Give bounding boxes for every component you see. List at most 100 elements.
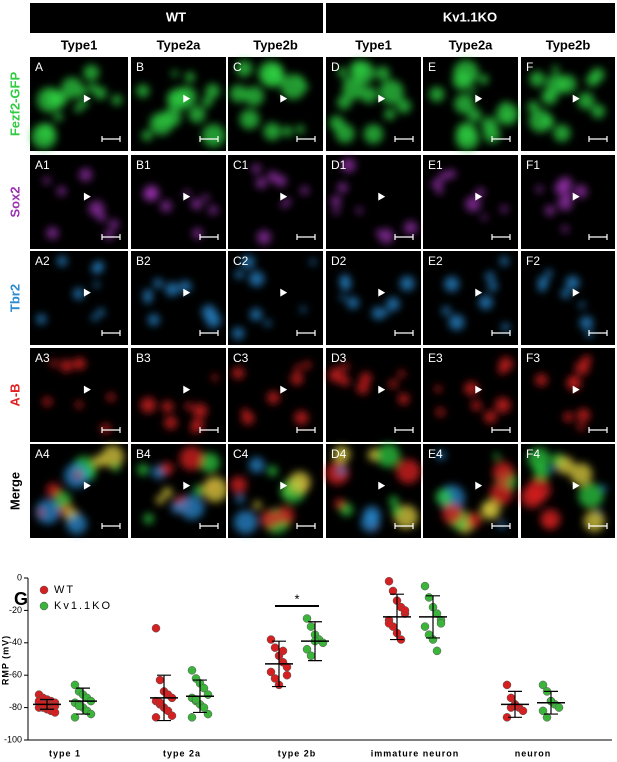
scale-bar bbox=[491, 136, 511, 142]
cell-signal bbox=[248, 457, 265, 473]
cell-signal bbox=[434, 385, 442, 393]
cell-signal bbox=[188, 105, 206, 123]
y-tick-label: -40 bbox=[9, 637, 22, 647]
y-axis-label: RMP (mV) bbox=[0, 635, 10, 685]
scale-bar bbox=[101, 330, 121, 336]
column-label: Type2a bbox=[157, 37, 202, 52]
cell-signal bbox=[171, 70, 179, 78]
cell-signal bbox=[96, 308, 105, 317]
cell-signal bbox=[574, 184, 588, 199]
cell-signal bbox=[234, 270, 244, 279]
column-label: Type1 bbox=[61, 37, 98, 52]
arrowhead bbox=[83, 385, 91, 394]
arrowhead bbox=[280, 94, 288, 103]
cell-signal bbox=[471, 400, 482, 411]
cell-signal bbox=[229, 84, 248, 103]
cell-signal bbox=[526, 477, 551, 502]
cell-signal bbox=[104, 230, 115, 241]
cell-signal bbox=[467, 108, 482, 123]
cell-signal bbox=[296, 76, 304, 83]
cell-signal bbox=[232, 366, 245, 380]
cell-signal bbox=[529, 71, 546, 87]
scale-bar bbox=[199, 427, 219, 433]
cell-signal bbox=[454, 93, 475, 114]
micrograph-signal bbox=[330, 158, 418, 244]
cell-signal bbox=[149, 112, 173, 136]
cell-signal bbox=[431, 178, 443, 190]
arrowhead bbox=[572, 288, 580, 297]
data-point bbox=[70, 713, 80, 722]
cell-signal bbox=[153, 278, 164, 289]
scale-bar bbox=[394, 330, 414, 336]
row-label: Fezf2-GFP bbox=[7, 72, 22, 137]
cell-signal bbox=[61, 77, 83, 99]
cell-signal bbox=[544, 92, 551, 100]
cell-signal bbox=[591, 104, 606, 119]
x-tick-label: immature neuron bbox=[371, 748, 460, 758]
cell-signal bbox=[66, 513, 87, 535]
cell-signal bbox=[31, 123, 57, 150]
scale-bar bbox=[394, 136, 414, 142]
error-bar bbox=[508, 690, 522, 718]
micrograph bbox=[521, 251, 615, 345]
arrowhead bbox=[83, 192, 91, 201]
panel-label: E2 bbox=[428, 254, 443, 268]
cell-signal bbox=[274, 175, 287, 187]
micrograph-signal bbox=[142, 278, 222, 328]
legend-marker bbox=[39, 585, 49, 595]
cell-signal bbox=[301, 83, 309, 90]
arrowhead bbox=[475, 192, 483, 201]
data-point bbox=[432, 646, 442, 656]
cell-signal bbox=[349, 60, 368, 79]
row-label: A-B bbox=[7, 383, 22, 406]
cell-signal bbox=[74, 104, 83, 113]
error-bar bbox=[426, 595, 440, 639]
header-bar bbox=[326, 3, 615, 33]
cell-signal bbox=[537, 275, 549, 287]
panel-label: B2 bbox=[136, 254, 151, 268]
group-header: WT bbox=[166, 9, 186, 24]
cell-signal bbox=[558, 176, 573, 191]
cell-signal bbox=[264, 319, 272, 327]
cell-signal bbox=[56, 186, 67, 196]
cell-signal bbox=[375, 229, 382, 236]
cell-signal bbox=[378, 228, 394, 244]
micrograph-signal bbox=[339, 274, 415, 320]
cell-signal bbox=[371, 306, 385, 320]
cell-signal bbox=[235, 60, 253, 77]
y-tick-label: -60 bbox=[9, 670, 22, 680]
cell-signal bbox=[179, 495, 205, 520]
cell-signal bbox=[179, 280, 192, 293]
micrograph-signal bbox=[230, 457, 311, 534]
column-label: Type2b bbox=[253, 37, 298, 52]
cell-signal bbox=[328, 367, 344, 383]
cell-signal bbox=[111, 462, 121, 472]
cell-signal bbox=[94, 260, 105, 271]
cell-signal bbox=[563, 411, 574, 423]
cell-signal bbox=[160, 200, 173, 213]
micrograph-signal bbox=[232, 361, 311, 425]
cell-signal bbox=[487, 281, 498, 292]
cell-signal bbox=[469, 87, 476, 94]
panel-label: B3 bbox=[136, 351, 151, 365]
cell-signal bbox=[241, 412, 255, 425]
cell-signal bbox=[576, 408, 591, 422]
cell-signal bbox=[493, 453, 501, 460]
data-point bbox=[318, 638, 328, 648]
cell-signal bbox=[170, 501, 183, 514]
panel-label: A1 bbox=[35, 158, 50, 172]
micrograph-signal bbox=[535, 176, 588, 233]
micrograph-signal bbox=[251, 164, 309, 245]
cell-signal bbox=[600, 484, 607, 492]
data-point bbox=[420, 622, 430, 631]
scale-bar bbox=[491, 234, 511, 240]
panel-label: F bbox=[526, 60, 533, 74]
cell-signal bbox=[137, 464, 149, 476]
significance-label: * bbox=[294, 591, 299, 606]
cell-signal bbox=[235, 494, 245, 504]
cell-signal bbox=[577, 92, 595, 110]
cell-signal bbox=[478, 74, 489, 85]
cell-signal bbox=[201, 304, 217, 320]
scale-bar bbox=[296, 330, 316, 336]
